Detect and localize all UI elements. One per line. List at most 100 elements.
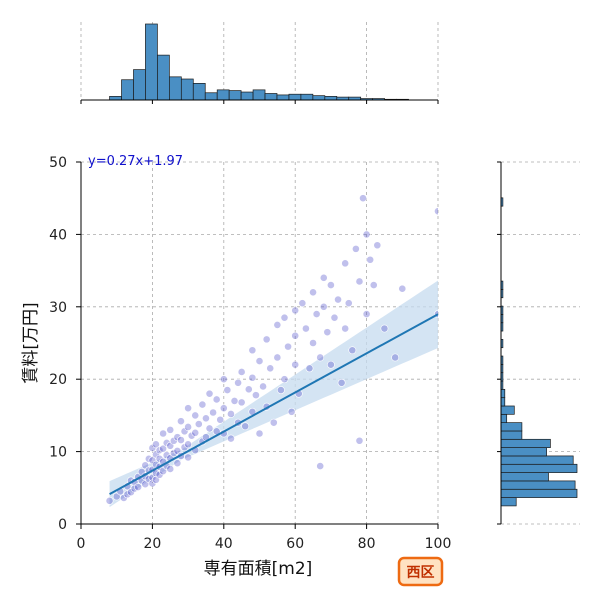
scatter-point (241, 422, 250, 431)
top-hist-bar (192, 83, 206, 101)
scatter-point (152, 440, 160, 449)
scatter-point (291, 331, 300, 340)
top-hist-bar (288, 93, 302, 101)
scatter-point (309, 339, 317, 347)
scatter-point (191, 428, 200, 437)
x-tick-label: 0 (77, 536, 86, 552)
scatter-point (326, 281, 335, 289)
scatter-point (341, 259, 350, 268)
scatter-point (373, 241, 382, 250)
scatter-point (205, 424, 214, 433)
right-hist-bar (500, 422, 523, 432)
right-hist-bar (500, 397, 506, 407)
scatter-point (262, 335, 271, 344)
scatter-point (223, 386, 232, 394)
top-hist-bar (264, 93, 278, 101)
top-hist-bar (252, 89, 266, 101)
scatter-point (227, 434, 235, 443)
y-axis-title: 賃料[万円] (21, 302, 41, 383)
scatter-point (316, 353, 325, 362)
scatter-point (380, 324, 389, 333)
scatter-point (434, 207, 438, 216)
scatter-point (205, 389, 214, 398)
top-hist-bar (169, 76, 182, 101)
scatter-point (166, 425, 175, 434)
scatter-point (355, 277, 364, 286)
scatter-point (184, 440, 192, 449)
scatter-point (323, 328, 332, 337)
scatter-point (219, 404, 228, 413)
scatter-point (166, 465, 175, 473)
x-tick-label: 100 (425, 536, 452, 552)
scatter-point (341, 324, 350, 333)
y-tick-label: 30 (49, 300, 67, 316)
scatter-point (280, 313, 289, 322)
scatter-point (234, 378, 242, 387)
scatter-point (298, 299, 307, 308)
top-hist-bar (216, 89, 230, 101)
scatter-point (344, 299, 353, 308)
scatter-point (319, 273, 328, 282)
scatter-point (312, 310, 321, 318)
scatter-point (355, 436, 364, 445)
top-hist-bar (204, 92, 218, 101)
scatter-point (198, 400, 207, 409)
region-badge-label: 西区 (407, 565, 435, 581)
scatter-point (291, 360, 300, 369)
scatter-point (219, 375, 228, 384)
right-hist-bar (500, 413, 508, 423)
scatter-point (212, 395, 221, 404)
right-hist-bar (500, 463, 578, 473)
x-tick-label: 60 (286, 536, 304, 552)
scatter-point (326, 360, 335, 369)
scatter-point (273, 353, 282, 362)
top-hist-bar (180, 78, 194, 101)
fit-line (109, 313, 439, 495)
scatter-point (266, 364, 275, 373)
scatter-point (237, 368, 246, 376)
scatter-point (309, 288, 317, 297)
scatter-point (194, 420, 203, 428)
scatter-point (348, 346, 357, 355)
scatter-point (159, 444, 168, 453)
top-hist-bar (157, 54, 170, 101)
right-hist-bar (500, 480, 576, 490)
scatter-point (362, 310, 371, 318)
y-tick-label: 0 (58, 517, 67, 533)
scatter-point (334, 295, 342, 304)
scatter-point (391, 353, 400, 362)
right-hist-bar (500, 497, 517, 507)
top-hist-bar (109, 96, 122, 101)
top-hist-bar (121, 79, 134, 101)
x-tick-label: 80 (358, 536, 376, 552)
scatter-point (302, 324, 310, 333)
right-hist-bar (500, 430, 523, 440)
tick-labels: 0 20 40 60 80 100 0 10 20 30 40 50 (49, 155, 451, 552)
scatter-point (277, 386, 285, 394)
scatter-point (284, 342, 292, 351)
scatter-point (337, 378, 346, 387)
scatter-point (287, 407, 296, 416)
scatter-point (280, 375, 289, 384)
scatter-point (369, 281, 378, 289)
regression-equation: y=0.27x+1.97 (88, 154, 183, 169)
scatter-point (177, 436, 185, 444)
scatter-point (319, 302, 328, 311)
y-tick-label: 40 (49, 227, 67, 243)
scatter-point (291, 306, 300, 315)
scatter-point (177, 417, 185, 426)
scatter-point (191, 411, 200, 420)
right-hist-bar (500, 438, 551, 448)
scatter-point (244, 385, 253, 394)
y-tick-label: 20 (49, 372, 67, 388)
scatter-point (184, 453, 192, 462)
top-hist-bar (240, 91, 254, 101)
region-badge: 西区 (397, 556, 444, 587)
right-histogram (497, 161, 580, 525)
x-axis-title: 専有面積[m2] (204, 559, 313, 579)
scatter-point (362, 230, 371, 239)
scatter-point (134, 483, 143, 491)
scatter-point (216, 415, 225, 424)
